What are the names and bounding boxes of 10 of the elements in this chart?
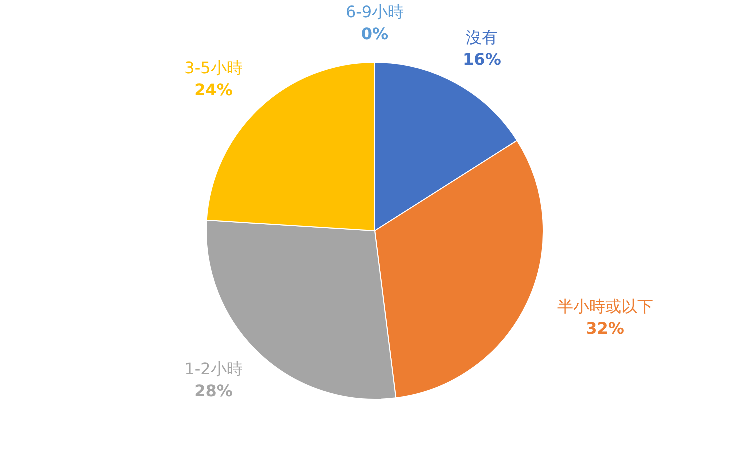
slice-label: 3-5小時 [184,58,243,78]
slice-label: 半小時或以下 [557,297,654,316]
slice-label: 1-2小時 [184,360,243,379]
category-label: 6-9小時 [346,2,404,22]
text: 0% [361,24,389,44]
data-label: 32% [586,319,624,338]
data-label: 24% [194,80,233,100]
data-label: 28% [194,382,233,401]
data-label: 16% [463,50,502,70]
slice-label: 沒有 [466,28,498,48]
